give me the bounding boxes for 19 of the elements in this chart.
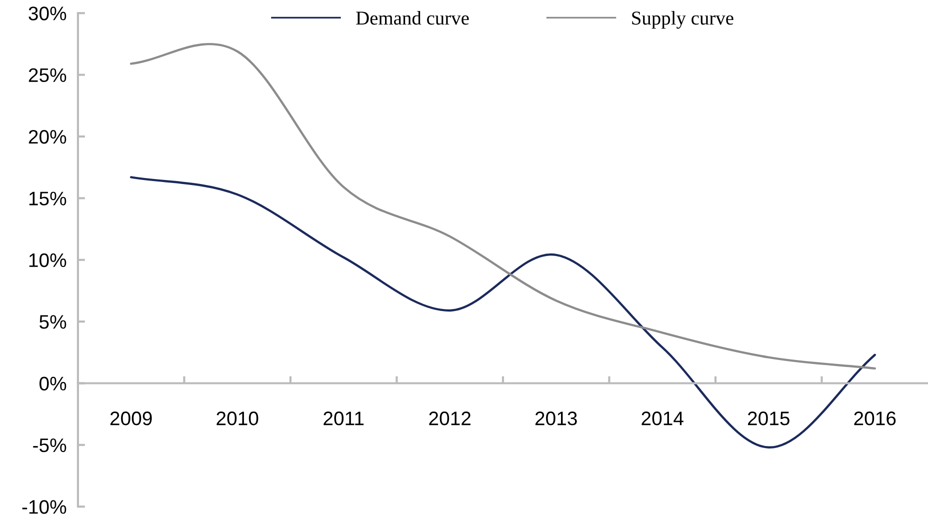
x-tick-label: 2010: [216, 412, 258, 426]
y-tick-label: 20%: [28, 130, 66, 144]
x-tick-label: 2011: [324, 412, 364, 426]
x-tick-label: 2015: [748, 412, 790, 426]
y-tick-label: 25%: [28, 68, 66, 82]
y-tick-label: 10%: [29, 253, 66, 268]
x-tick-label: 2012: [429, 412, 470, 426]
legend-label: Demand curve: [356, 11, 469, 25]
y-tick-label: 5%: [40, 315, 66, 329]
y-tick-label: -10%: [22, 500, 66, 514]
x-tick-label: 2016: [854, 412, 896, 426]
y-tick-label: 30%: [28, 6, 66, 20]
legend-label: Supply curve: [632, 11, 734, 29]
x-tick-label: 2013: [535, 412, 577, 426]
x-tick-label: 2009: [110, 412, 152, 426]
y-tick-label: 0%: [39, 376, 66, 390]
y-tick-label: 15%: [29, 192, 66, 206]
x-tick-label: 2014: [642, 412, 684, 426]
y-tick-label: -5%: [33, 438, 66, 452]
